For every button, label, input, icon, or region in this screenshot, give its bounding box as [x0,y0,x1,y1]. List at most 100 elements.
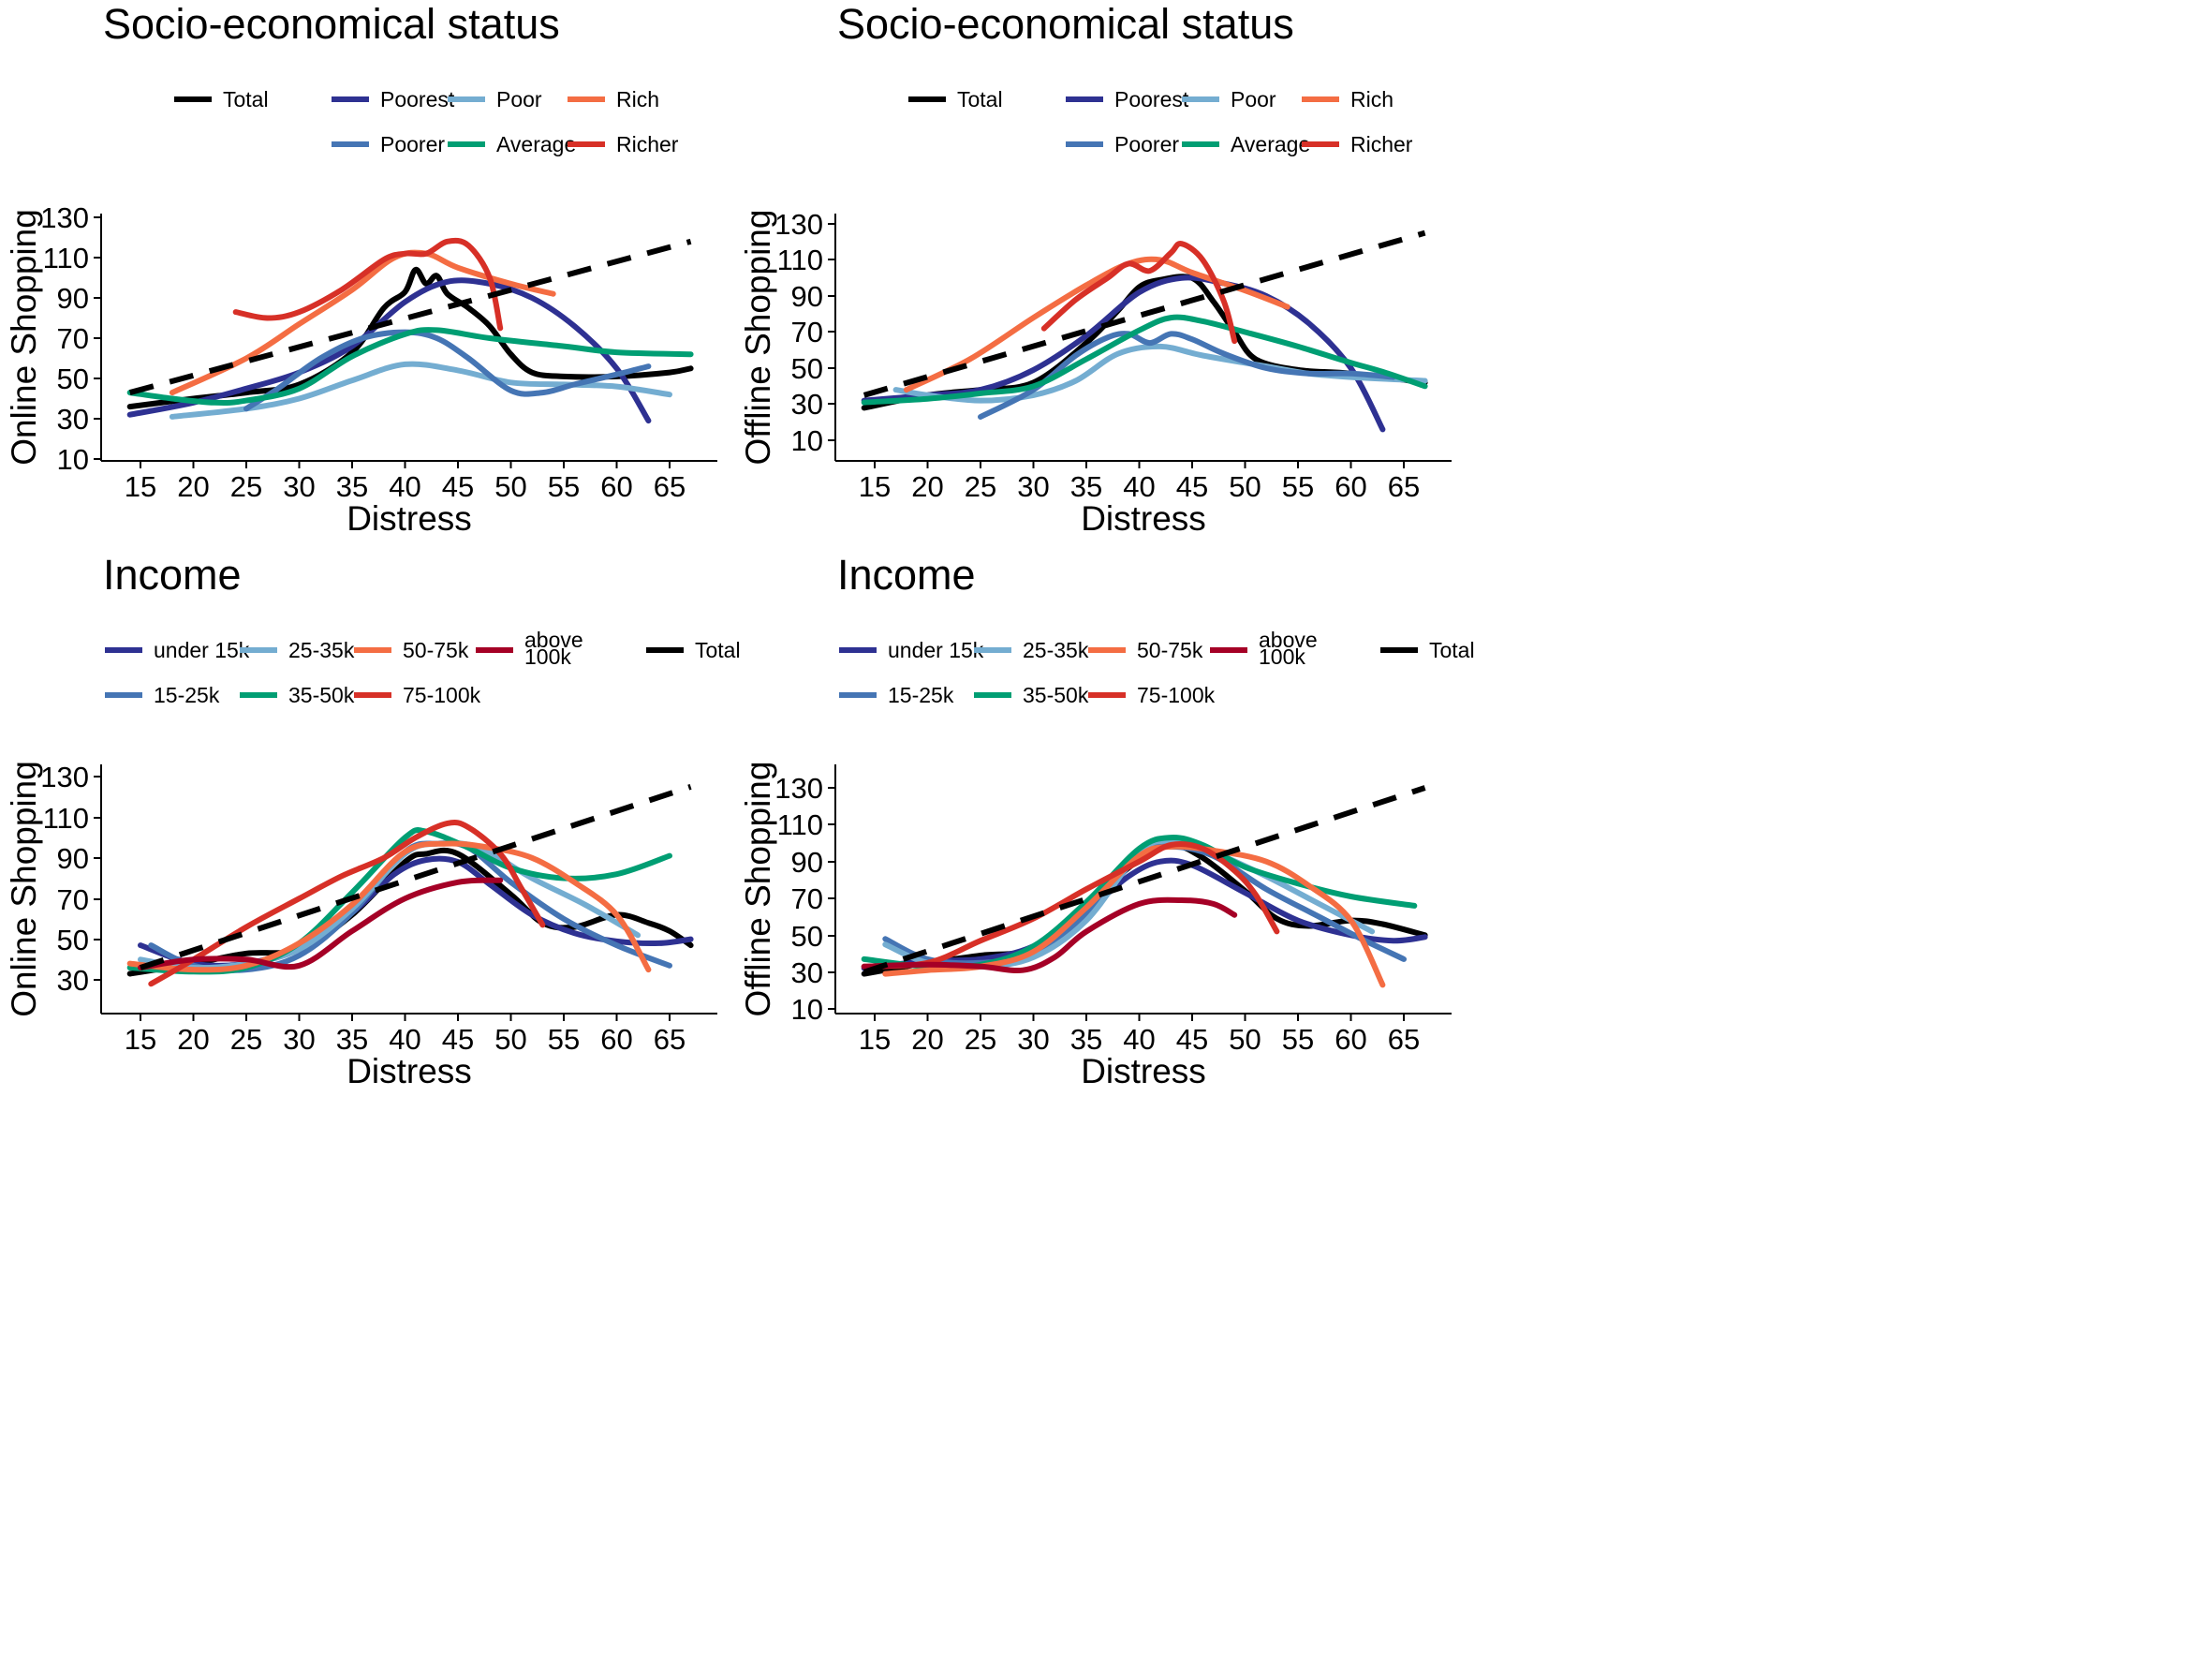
legend-item: 25-35k [240,638,355,662]
y-tick-label: 70 [57,883,89,916]
y-axis-title: Offline Shopping [739,210,777,466]
trend-line [140,783,692,970]
x-tick-label: 25 [230,1023,262,1056]
legend-label: Total [957,87,1003,111]
y-tick-label: 90 [791,846,823,879]
y-tick-label: 30 [791,388,823,421]
x-tick-label: 25 [965,1023,996,1056]
legend-label: 35-50k [1023,683,1089,707]
chart-panel-4: Income under 15k 25-35k 50-75k above 100k Tota… [739,551,1475,1090]
legend-label: Total [1429,638,1475,662]
panel-title: Socio-economical status [103,0,560,48]
y-tick-label: 130 [40,761,89,793]
y-tick-label: 110 [43,242,89,274]
x-tick-label: 60 [1335,470,1366,503]
legend-label: 50-75k [403,638,469,662]
panel-title: Income [837,551,976,599]
legend-label: 50-75k [1137,638,1203,662]
y-tick-label: 10 [57,443,89,476]
y-tick-label: 30 [57,403,89,436]
legend-item: above 100k [476,628,583,669]
x-tick-label: 25 [965,470,996,503]
legend-label: 25-35k [1023,638,1089,662]
x-tick-label: 25 [230,470,262,503]
y-tick-label: 130 [40,201,89,234]
legend-item: Poorest [332,87,455,111]
legend-label: 25-35k [288,638,355,662]
legend-label: 15-25k [154,683,220,707]
y-tick-label: 70 [791,882,823,915]
x-tick-label: 15 [859,1023,891,1056]
x-tick-label: 55 [548,470,580,503]
x-axis-title: Distress [347,499,472,538]
x-tick-label: 15 [125,470,156,503]
chart-panel-3: Income under 15k 25-35k 50-75k above 100k Tota… [5,551,741,1090]
x-tick-label: 65 [654,470,686,503]
legend-label: under 15k [154,638,250,662]
legend-item: Rich [568,87,659,111]
legend-label: Poorer [1114,132,1179,156]
legend-item: Total [174,87,269,111]
y-tick-label: 30 [791,956,823,989]
legend-item: 35-50k [974,683,1089,707]
series-group [861,785,1428,988]
legend-label: above 100k [524,628,583,669]
legend-item: Poor [1182,87,1276,111]
series-line-poor [169,361,672,420]
x-tick-label: 45 [1176,470,1208,503]
x-tick-label: 30 [283,470,315,503]
x-tick-label: 15 [125,1023,156,1056]
series-line-above-100k [138,877,504,970]
panel-title: Income [103,551,242,599]
legend-item: Poorer [332,132,445,156]
series-group [126,237,694,424]
x-tick-label: 20 [177,1023,209,1056]
legend-item: above 100k [1210,628,1318,669]
y-axis-title: Offline Shopping [739,762,777,1017]
x-tick-label: 30 [1017,470,1049,503]
x-tick-label: 55 [1282,470,1314,503]
legend-label: Total [695,638,741,662]
y-tick-label: 90 [57,842,89,875]
legend-label: Richer [1350,132,1413,156]
series-line-total [126,266,694,410]
legend-item: 35-50k [240,683,355,707]
legend-item: 50-75k [1088,638,1203,662]
x-tick-label: 30 [1017,1023,1049,1056]
legend-item: Total [1380,638,1475,662]
x-tick-label: 35 [336,470,368,503]
legend-item: 75-100k [354,683,481,707]
x-tick-label: 60 [1335,1023,1366,1056]
series-line-above-100k [861,896,1238,974]
legend-label: Average [496,132,576,156]
x-tick-label: 50 [1229,1023,1261,1056]
x-tick-label: 40 [1123,470,1155,503]
series-line-poorest [126,277,652,424]
y-tick-label: 50 [791,920,823,953]
x-tick-label: 40 [389,1023,420,1056]
legend-item: Richer [1302,132,1413,156]
legend-label: Poor [496,87,542,111]
legend-label: 35-50k [288,683,355,707]
y-tick-label: 10 [791,424,823,457]
series-line-poorest [861,274,1386,433]
legend-label: 75-100k [1137,683,1216,707]
y-tick-label: 110 [777,244,823,276]
x-tick-label: 45 [442,470,474,503]
x-tick-label: 60 [600,1023,632,1056]
y-tick-label: 30 [57,964,89,997]
x-tick-label: 35 [1070,1023,1102,1056]
legend-item: under 15k [839,638,984,662]
trend-line [863,230,1426,398]
x-tick-label: 60 [600,470,632,503]
legend-item: Average [448,132,576,156]
y-tick-label: 130 [774,772,823,805]
legend-label: Rich [616,87,659,111]
legend-item: 50-75k [354,638,469,662]
x-tick-label: 30 [283,1023,315,1056]
legend-item: 25-35k [974,638,1089,662]
x-tick-label: 20 [911,1023,943,1056]
x-tick-label: 40 [1123,1023,1155,1056]
legend-label: under 15k [888,638,984,662]
y-tick-label: 90 [791,280,823,313]
